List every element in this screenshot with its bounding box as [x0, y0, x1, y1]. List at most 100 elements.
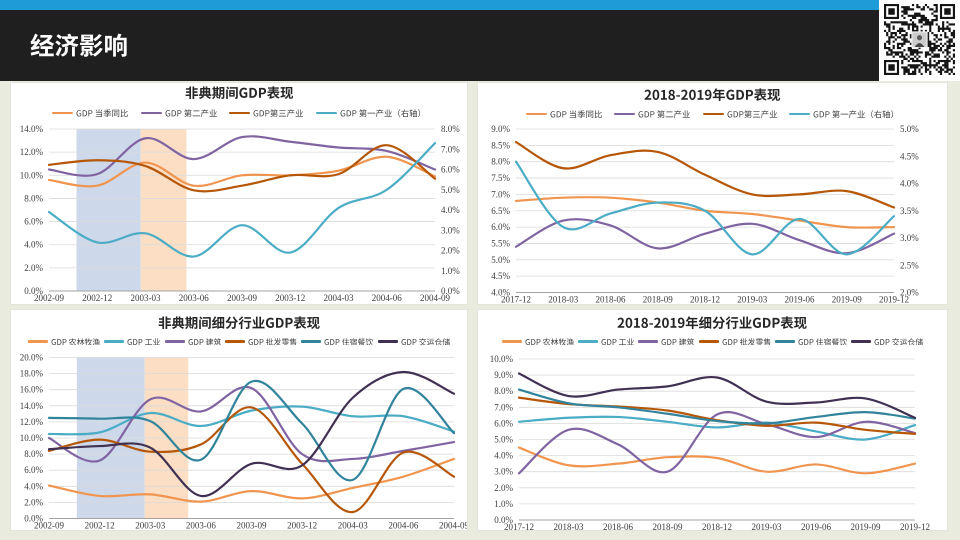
x-axis-tick-label: 2018-03 — [554, 522, 584, 530]
y-axis-tick-label: 0.0% — [24, 514, 43, 524]
legend-item: GDP 农林牧渔 — [501, 337, 574, 346]
legend-label-glyphs — [248, 337, 297, 346]
x-axis-tick-label: 2003-03 — [135, 521, 165, 531]
y-axis-tick-label: 10.0% — [20, 433, 44, 443]
y-axis-tick-label: 10.0% — [490, 354, 514, 364]
legend-label-glyphs — [324, 337, 374, 346]
x-axis-tick-label: 2004-03 — [338, 521, 368, 531]
y-axis-tick-label: 6.0% — [24, 465, 43, 475]
legend-swatch — [774, 340, 795, 343]
x-axis-tick-label: 2019-09 — [832, 295, 862, 305]
legend-item: GDP 批发零售 — [698, 337, 771, 346]
legend-item: GDP 当季同比 — [525, 110, 602, 118]
legend-item: GDP第三产业 — [229, 109, 304, 117]
legend-label-glyphs — [874, 337, 924, 346]
legend-item: GDP 建筑 — [164, 337, 221, 346]
series-line-3 — [514, 160, 896, 256]
y-axis-tick-label: 5.5% — [491, 238, 510, 248]
series-line-0 — [47, 155, 437, 188]
y2-axis-tick-label: 2.0% — [900, 288, 919, 298]
y-axis-tick-label: 8.5% — [491, 140, 510, 150]
legend-item: GDP 第一产业（右轴） — [789, 109, 899, 118]
legend-label-glyphs — [401, 337, 450, 346]
series-line-0 — [514, 196, 896, 229]
y-axis-tick-label: 10.0% — [20, 170, 44, 180]
legend-item: GDP第三产业 — [702, 110, 777, 118]
qr-avatar-body — [914, 43, 925, 48]
series-line-4 — [517, 388, 917, 425]
y2-axis-tick-label: 0.0% — [441, 286, 460, 296]
y-axis-tick-label: 14.0% — [20, 124, 44, 134]
plot-area: 20.0% 18.0% 16.0% 14.0% 12.0% 10.0% 8.0% 6.0% 4.… — [20, 353, 467, 531]
legend-item: GDP 当季同比 — [52, 109, 129, 117]
x-axis-tick-label: 2019-09 — [851, 522, 881, 530]
chart-title: 2018-2019年细分行业GDP表现 — [478, 316, 947, 330]
chart-panel-2018-2019-gdp: 2018-2019年GDP表现 GDP 当季同比 GDP 第二产业 GDP第三产业 GD… — [477, 82, 948, 305]
y-axis-tick-label: 8.0% — [24, 193, 43, 203]
chart-title: 2018-2019年GDP表现 — [478, 88, 947, 102]
chart-title-glyphs — [158, 316, 320, 330]
legend-swatch — [851, 340, 872, 343]
y2-axis-tick-label: 5.0% — [900, 124, 919, 134]
series-line-1 — [47, 135, 437, 177]
legend-swatch — [315, 111, 337, 115]
y2-axis-tick-label: 5.0% — [441, 185, 460, 195]
x-axis-tick-label: 2019-12 — [879, 295, 909, 305]
y-axis-tick-label: 3.0% — [494, 467, 513, 477]
y-axis-tick-label: 6.0% — [24, 217, 43, 227]
x-axis-tick-label: 2002-09 — [34, 293, 64, 303]
y2-axis-tick-label: 7.0% — [441, 144, 460, 154]
y-axis-tick-label: 4.0% — [24, 481, 43, 491]
legend-swatch — [301, 340, 322, 343]
y-axis-tick-label: 2.0% — [24, 263, 43, 273]
legend-item: GDP 农林牧渔 — [28, 337, 100, 346]
chart-legend: GDP 农林牧渔GDP 工业 GDP 建筑GDP 批发零售GDP 住宿餐饮 GDP … — [478, 335, 947, 348]
legend-item: GDP 工业 — [577, 337, 634, 346]
legend-swatch — [28, 340, 49, 343]
y-axis-tick-label: 1.0% — [494, 499, 513, 509]
y-axis-tick-label: 8.0% — [491, 157, 510, 167]
chart-legend: GDP 当季同比 GDP 第二产业 GDP第三产业 GDP 第一产业（右轴） — [11, 106, 467, 120]
y-axis-tick-label: 14.0% — [20, 401, 44, 411]
legend-item: GDP 第二产业 — [614, 110, 691, 118]
legend-label-glyphs — [525, 337, 574, 346]
y2-axis-tick-label: 3.0% — [900, 233, 919, 243]
y-axis-tick-label: 12.0% — [20, 417, 44, 427]
legend-swatch — [577, 340, 598, 343]
legend-swatch — [698, 340, 719, 343]
qr-code — [879, 0, 960, 81]
legend-label-glyphs — [51, 337, 100, 346]
legend-label-glyphs — [550, 110, 602, 118]
qr-avatar-head — [916, 35, 923, 41]
series-line-4 — [47, 379, 456, 482]
legend-label-glyphs — [127, 337, 161, 345]
y-axis-tick-label: 16.0% — [20, 385, 44, 395]
x-axis-tick-label: 2004-06 — [372, 293, 402, 303]
x-axis-tick-label: 2018-06 — [603, 522, 633, 530]
x-axis-tick-label: 2003-06 — [186, 521, 216, 531]
legend-label-glyphs — [798, 337, 847, 346]
x-axis-tick-label: 2004-09 — [420, 293, 450, 303]
y-axis-tick-label: 5.0% — [491, 255, 510, 265]
y-axis-tick-label: 2.0% — [24, 497, 43, 507]
highlight-band — [76, 129, 141, 291]
y-axis-tick-label: 8.0% — [494, 386, 513, 396]
y2-axis-tick-label: 3.0% — [441, 225, 460, 235]
legend-swatch — [525, 112, 547, 116]
chart-title: 非典期间GDP表现 — [11, 86, 467, 100]
y2-axis-tick-label: 2.5% — [900, 260, 919, 270]
y-axis-tick-label: 7.0% — [494, 402, 513, 412]
x-axis-tick-label: 2019-12 — [900, 522, 930, 530]
legend-label-glyphs — [188, 337, 221, 346]
legend-item: GDP 住宿餐饮 — [774, 337, 847, 346]
y2-axis-tick-label: 3.5% — [900, 206, 919, 216]
y-axis-tick-label: 6.0% — [491, 222, 510, 232]
x-axis-tick-label: 2018-06 — [596, 295, 626, 305]
x-axis-tick-label: 2003-12 — [275, 293, 305, 303]
y-axis-tick-label: 2.0% — [494, 483, 513, 493]
legend-swatch — [789, 112, 811, 116]
chart-title: 非典期间细分行业GDP表现 — [11, 316, 467, 330]
legend-swatch — [52, 111, 74, 115]
y-axis-tick-label: 0.0% — [494, 515, 513, 525]
chart-panel-sars-industry-gdp: 非典期间细分行业GDP表现 GDP 农林牧渔 GDP 工业GDP 建筑 GDP 批发零… — [10, 309, 468, 531]
